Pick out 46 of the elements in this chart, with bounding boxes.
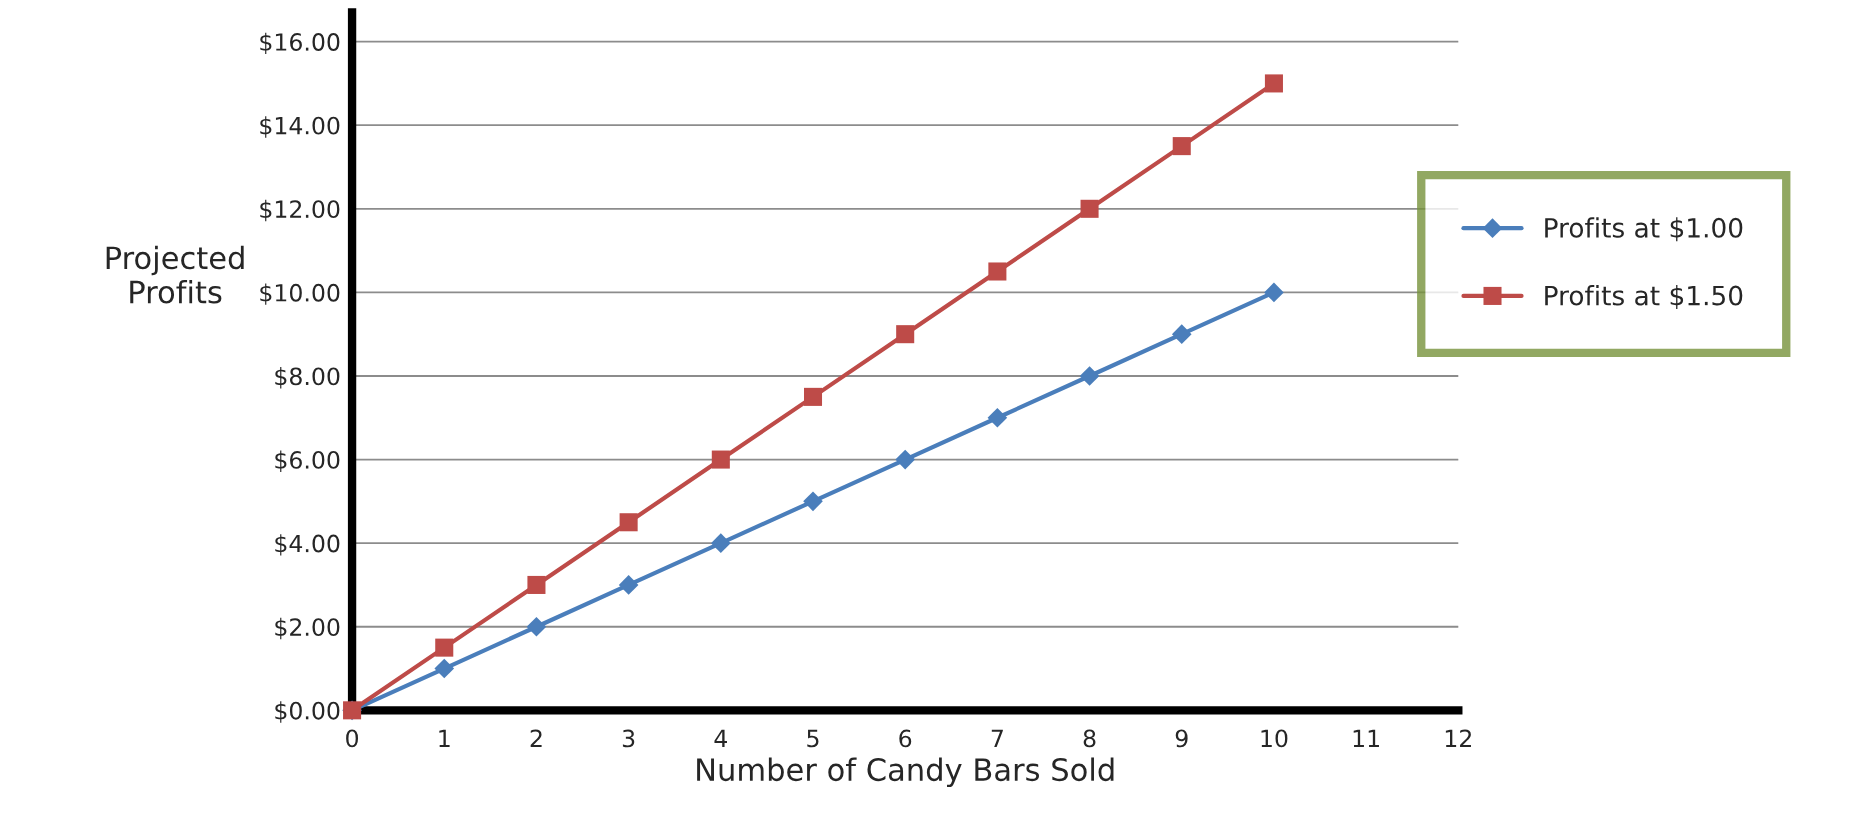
y-tick-label: $14.00: [260, 116, 340, 138]
y-tick-label: $2.00: [275, 617, 340, 640]
point: [619, 513, 638, 532]
point: [434, 658, 455, 679]
x-tick-label: 12: [1445, 729, 1471, 748]
point: [618, 575, 639, 595]
point: [1080, 199, 1099, 218]
point: [895, 449, 916, 470]
y-tick-label: $6.00: [275, 450, 340, 473]
y-tick-label: $12.00: [260, 199, 340, 222]
x-tick-label: 3: [622, 729, 635, 748]
x-tick-label: 2: [530, 729, 542, 748]
point: [526, 616, 547, 637]
x-tick-label: 6: [899, 729, 912, 748]
point: [1171, 324, 1192, 345]
point: [1264, 282, 1284, 303]
legend-label: Profits at $1.00: [1545, 217, 1743, 242]
y-tick-label: $8.00: [275, 367, 340, 389]
x-tick-label: 10: [1261, 729, 1288, 748]
x-tick-label: 5: [807, 729, 819, 748]
y-tick-label: $4.00: [275, 534, 340, 556]
point: [1264, 74, 1283, 93]
point: [1079, 366, 1100, 386]
x-tick-label: 9: [1175, 729, 1188, 748]
point: [435, 638, 454, 657]
point: [803, 491, 823, 512]
x-tick-label: 0: [346, 729, 359, 748]
x-tick-label: 8: [1083, 729, 1096, 748]
x-tick-label: 11: [1353, 729, 1379, 748]
point: [988, 262, 1007, 281]
point: [711, 450, 730, 469]
x-tick-label: 1: [439, 729, 450, 748]
x-tick-label: 4: [714, 729, 727, 748]
point: [527, 575, 546, 594]
point: [896, 325, 915, 344]
x-tick-label: 7: [991, 729, 1003, 748]
x-axis-title: Number of Candy Bars Sold: [697, 757, 1114, 788]
point: [803, 387, 823, 406]
point: [711, 533, 731, 553]
point: [987, 407, 1008, 428]
y-tick-label: $16.00: [260, 32, 340, 55]
y-tick-label: $10.00: [260, 283, 340, 305]
y-tick-label: $0.00: [275, 701, 340, 723]
point: [1172, 137, 1191, 156]
legend-label: Profits at $1.50: [1545, 285, 1743, 310]
y-axis-title: Projected Profits: [106, 245, 244, 304]
